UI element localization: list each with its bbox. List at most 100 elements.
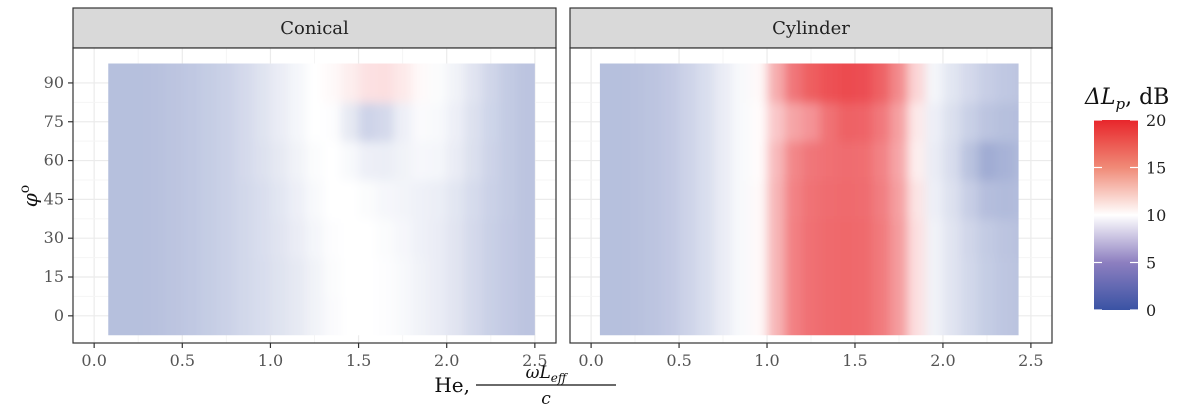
heatmap-cell-conical bbox=[429, 218, 448, 259]
heatmap-cell-cylinder bbox=[696, 179, 715, 220]
heatmap-cell-cylinder bbox=[942, 179, 962, 220]
heatmap-cell-conical bbox=[288, 63, 307, 103]
heatmap-cell-cylinder bbox=[626, 257, 645, 298]
heatmap-cell-conical bbox=[411, 102, 430, 142]
heatmap-cell-conical bbox=[164, 296, 183, 336]
heatmap-cell-conical bbox=[464, 179, 483, 220]
heatmap-cell-conical bbox=[288, 257, 307, 298]
strip-label-conical: Conical bbox=[280, 18, 349, 39]
heatmap-cell-conical bbox=[270, 296, 289, 336]
heatmap-cell-cylinder bbox=[942, 218, 962, 259]
heatmap-cell-conical bbox=[429, 257, 448, 298]
heatmap-cell-cylinder bbox=[925, 141, 944, 181]
x-tick-label-conical: 1.5 bbox=[346, 351, 371, 370]
heatmap-cell-cylinder bbox=[643, 218, 663, 259]
heatmap-cell-conical bbox=[288, 102, 307, 142]
heatmap-cell-cylinder bbox=[978, 218, 997, 259]
heatmap-cell-cylinder bbox=[1013, 141, 1019, 181]
heatmap-cell-cylinder bbox=[1013, 218, 1019, 259]
heatmap-cell-conical bbox=[411, 218, 430, 259]
legend-tick-label: 20 bbox=[1146, 111, 1166, 130]
panel-border-conical bbox=[72, 47, 557, 344]
heatmap-cell-conical bbox=[323, 218, 342, 259]
heatmap-cell-cylinder bbox=[608, 179, 627, 220]
heatmap-cell-cylinder bbox=[679, 257, 698, 298]
heatmap-cell-conical bbox=[111, 63, 131, 103]
heatmap-cell-conical bbox=[376, 141, 395, 181]
heatmap-cell-cylinder bbox=[767, 257, 786, 298]
heatmap-cell-conical bbox=[411, 296, 430, 336]
heatmap-cell-cylinder bbox=[749, 218, 768, 259]
heatmap-cell-cylinder bbox=[608, 102, 627, 142]
heatmap-cell-conical bbox=[340, 257, 360, 298]
y-tick-label: 0 bbox=[54, 306, 64, 325]
heatmap-cell-cylinder bbox=[960, 296, 979, 336]
heatmap-cell-conical bbox=[182, 257, 201, 298]
heatmap-cell-conical bbox=[252, 257, 272, 298]
heatmap-cell-cylinder bbox=[890, 141, 909, 181]
heatmap-cell-cylinder bbox=[854, 141, 874, 181]
heatmap-cell-conical bbox=[393, 218, 413, 259]
heatmap-blur-cylinder bbox=[599, 63, 1019, 336]
heatmap-cell-conical bbox=[481, 102, 501, 142]
heatmap-cell-cylinder bbox=[731, 63, 751, 103]
y-axis-title: φo bbox=[17, 185, 42, 207]
heatmap-cell-conical bbox=[358, 179, 377, 220]
heatmap-cell-conical bbox=[217, 257, 236, 298]
heatmap-cell-cylinder bbox=[925, 102, 944, 142]
heatmap-cell-conical bbox=[517, 63, 535, 103]
heatmap-cell-conical bbox=[147, 179, 166, 220]
heatmap-cell-conical bbox=[340, 218, 360, 259]
heatmap-cell-cylinder bbox=[942, 63, 962, 103]
heatmap-cell-conical bbox=[235, 257, 254, 298]
heatmap-cell-cylinder bbox=[626, 296, 645, 336]
heatmap-cell-conical bbox=[147, 102, 166, 142]
heatmap-cell-cylinder bbox=[784, 179, 803, 220]
heatmap-cell-cylinder bbox=[837, 257, 856, 298]
heatmap-cell-conical bbox=[235, 296, 254, 336]
heatmap-cell-cylinder bbox=[907, 102, 926, 142]
heatmap-cell-cylinder bbox=[995, 179, 1014, 220]
heatmap-cell-conical bbox=[217, 218, 236, 259]
heatmap-cell-cylinder bbox=[907, 63, 926, 103]
heatmap-cell-cylinder bbox=[907, 141, 926, 181]
heatmap-cell-conical bbox=[252, 218, 272, 259]
heatmap-cell-cylinder bbox=[784, 63, 803, 103]
heatmap-cell-cylinder bbox=[837, 179, 856, 220]
x-tick-label-cylinder: 2.5 bbox=[1018, 351, 1043, 370]
heatmap-cell-conical bbox=[182, 296, 201, 336]
heatmap-cell-cylinder bbox=[626, 63, 645, 103]
heatmap-cell-cylinder bbox=[731, 218, 751, 259]
heatmap-cell-cylinder bbox=[802, 63, 821, 103]
heatmap-cell-conical bbox=[147, 296, 166, 336]
heatmap-cell-conical bbox=[499, 179, 518, 220]
x-tick-label-cylinder: 1.0 bbox=[754, 351, 779, 370]
heatmap-cell-conical bbox=[358, 63, 377, 103]
heatmap-cell-conical bbox=[182, 102, 201, 142]
heatmap-cell-cylinder bbox=[767, 102, 786, 142]
heatmap-cell-cylinder bbox=[626, 141, 645, 181]
x-tick-label-cylinder: 1.5 bbox=[842, 351, 867, 370]
heatmap-cell-cylinder bbox=[995, 63, 1014, 103]
y-tick-label: 60 bbox=[44, 151, 64, 170]
heatmap-cell-conical bbox=[499, 102, 518, 142]
y-tick-label: 75 bbox=[44, 112, 64, 131]
heatmap-cell-cylinder bbox=[872, 179, 891, 220]
heatmap-cell-conical bbox=[305, 179, 324, 220]
heatmap-cell-conical bbox=[340, 102, 360, 142]
x-tick-label-conical: 2.0 bbox=[434, 351, 459, 370]
heatmap-cell-cylinder bbox=[679, 218, 698, 259]
heatmap-cell-conical bbox=[199, 296, 219, 336]
heatmap-cell-cylinder bbox=[1013, 102, 1019, 142]
heatmap-cell-cylinder bbox=[942, 141, 962, 181]
heatmap-cell-cylinder bbox=[1013, 63, 1019, 103]
heatmap-cell-cylinder bbox=[599, 63, 610, 103]
heatmap-cell-cylinder bbox=[872, 257, 891, 298]
heatmap-cell-conical bbox=[270, 102, 289, 142]
heatmap-cell-conical bbox=[464, 141, 483, 181]
y-tick-label: 45 bbox=[44, 189, 64, 208]
heatmap-cell-cylinder bbox=[819, 179, 838, 220]
heatmap-cell-cylinder bbox=[854, 257, 874, 298]
heatmap-cell-conical bbox=[446, 296, 465, 336]
heatmap-cell-cylinder bbox=[643, 179, 663, 220]
